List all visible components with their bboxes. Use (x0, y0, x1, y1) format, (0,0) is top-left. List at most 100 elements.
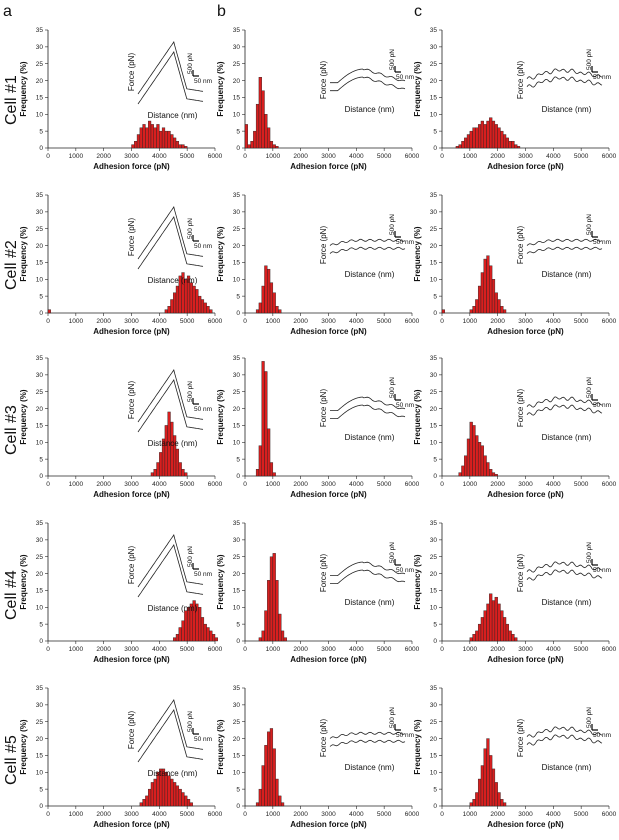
x-tick-label: 0 (243, 153, 247, 160)
x-tick-label: 3000 (518, 318, 533, 325)
histogram-bar (164, 309, 168, 314)
histogram-panel-11: 0 5 10 15 20 25 30 35 0 1000 2000 3000 4000 5000 6000 A… (216, 520, 420, 664)
x-tick-label: 6000 (405, 481, 420, 488)
histogram-panel-10: 0 5 10 15 20 25 30 35 0 1000 2000 3000 4000 5000 6000 A… (19, 520, 223, 664)
histogram-bar (491, 472, 496, 477)
force-curve-trace (137, 534, 204, 588)
y-tick-label: 25 (430, 389, 438, 396)
y-tick-label: 15 (36, 588, 44, 595)
y-tick-label: 10 (430, 111, 438, 118)
histogram-bar (255, 802, 260, 807)
histogram-bar (480, 445, 484, 477)
y-axis-label: Frequency (%) (19, 554, 28, 609)
histogram-bar (503, 802, 507, 807)
histogram-bar (134, 141, 138, 149)
y-tick-label: 15 (233, 753, 241, 760)
x-tick-label: 2000 (490, 646, 505, 653)
x-axis-label: Adhesion force (pN) (487, 162, 564, 171)
histogram-bar (458, 472, 462, 477)
y-tick-label: 35 (233, 685, 241, 692)
histogram-bar (186, 799, 191, 807)
x-axis-label: Adhesion force (pN) (290, 820, 367, 829)
histogram-bar (203, 623, 207, 642)
x-tick-label: 3000 (321, 153, 336, 160)
x-axis-label: Adhesion force (pN) (487, 655, 564, 664)
distance-scale-label: 50 nm (593, 732, 611, 739)
histogram-bar (475, 435, 479, 477)
y-tick-label: 25 (233, 719, 241, 726)
histogram-bar (469, 637, 473, 642)
histogram-bar (178, 144, 182, 149)
histogram-bar (181, 620, 185, 642)
axis-lines (441, 688, 609, 807)
histogram-bar (272, 553, 276, 642)
histogram-bar (464, 455, 468, 477)
histogram-bar (175, 141, 180, 149)
x-tick-label: 0 (46, 646, 50, 653)
histogram-bar (267, 127, 271, 149)
histogram-bar (469, 309, 473, 314)
histogram-bar (258, 445, 262, 477)
axis-lines (441, 195, 609, 314)
x-tick-label: 5000 (377, 646, 392, 653)
histogram-bar (466, 134, 471, 149)
force-scale-label: 500 pN (187, 711, 194, 732)
x-axis-label: Adhesion force (pN) (487, 327, 564, 336)
x-tick-label: 2000 (490, 811, 505, 818)
distance-scale-label: 50 nm (194, 406, 212, 413)
force-scale-label: 500 pN (187, 546, 194, 567)
y-tick-label: 5 (433, 128, 437, 135)
histogram-bar (195, 289, 199, 314)
x-tick-label: 3000 (124, 481, 139, 488)
histogram-bar (486, 603, 490, 642)
y-tick-label: 35 (233, 520, 241, 527)
y-tick-label: 25 (36, 61, 44, 68)
y-tick-label: 5 (433, 456, 437, 463)
y-axis-label: Frequency (%) (19, 719, 28, 774)
histogram-bar (494, 124, 498, 149)
histogram-bar (477, 778, 482, 807)
histogram-bar (275, 778, 279, 807)
x-tick-label: 5000 (574, 481, 589, 488)
y-tick-label: 30 (430, 537, 438, 544)
histogram-bar (258, 637, 262, 642)
y-tick-label: 5 (236, 786, 240, 793)
distance-scale-label: 50 nm (194, 243, 212, 250)
x-tick-label: 6000 (602, 481, 617, 488)
x-axis-label: Adhesion force (pN) (93, 327, 170, 336)
histogram-bar (261, 630, 265, 642)
y-tick-label: 20 (430, 243, 438, 250)
x-tick-label: 2000 (293, 318, 308, 325)
y-tick-label: 10 (233, 276, 241, 283)
y-tick-label: 20 (233, 571, 241, 578)
x-axis-label: Adhesion force (pN) (290, 655, 367, 664)
histogram-bar (253, 130, 257, 149)
inset-force-label: Force (pN) (127, 546, 136, 585)
y-axis-label: Frequency (%) (413, 226, 422, 281)
y-tick-label: 20 (430, 406, 438, 413)
histogram-bar (483, 455, 487, 477)
histogram-bar (184, 795, 188, 807)
histogram-bar (458, 144, 462, 149)
y-tick-label: 30 (36, 372, 44, 379)
y-tick-label: 20 (430, 736, 438, 743)
histogram-bar (469, 802, 473, 807)
y-tick-label: 15 (430, 260, 438, 267)
axis-lines (441, 523, 609, 642)
histogram-bar (469, 421, 473, 477)
force-curve-trace (330, 76, 406, 92)
force-scale-label: 500 pN (389, 49, 396, 70)
histogram-bar (275, 580, 279, 642)
force-scale-label: 500 pN (187, 218, 194, 239)
y-tick-label: 0 (39, 638, 43, 645)
y-tick-label: 35 (430, 355, 438, 362)
y-tick-label: 20 (430, 571, 438, 578)
distance-scale-label: 50 nm (593, 74, 611, 81)
histogram-bar (167, 130, 171, 149)
y-tick-label: 10 (233, 439, 241, 446)
x-tick-label: 1000 (463, 481, 478, 488)
y-tick-label: 15 (233, 588, 241, 595)
